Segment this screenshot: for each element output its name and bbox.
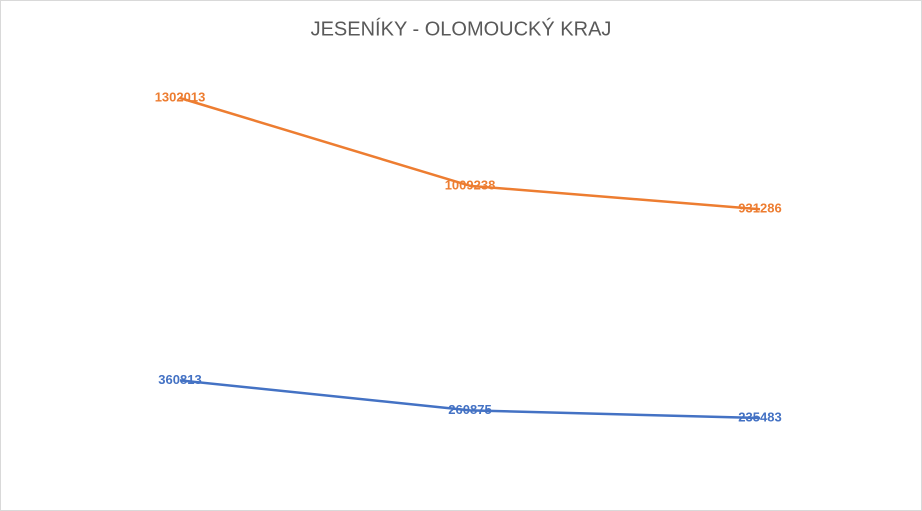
data-label: 931286 [738, 201, 781, 216]
data-label: 360813 [158, 372, 201, 387]
data-label: 1302013 [155, 89, 206, 104]
series-line [179, 379, 761, 420]
chart-title: JESENÍKY - OLOMOUCKÝ KRAJ [311, 17, 612, 40]
data-label: 1009238 [445, 177, 496, 192]
series-line [179, 96, 761, 211]
data-label: 260875 [448, 402, 491, 417]
data-label: 235483 [738, 409, 781, 424]
